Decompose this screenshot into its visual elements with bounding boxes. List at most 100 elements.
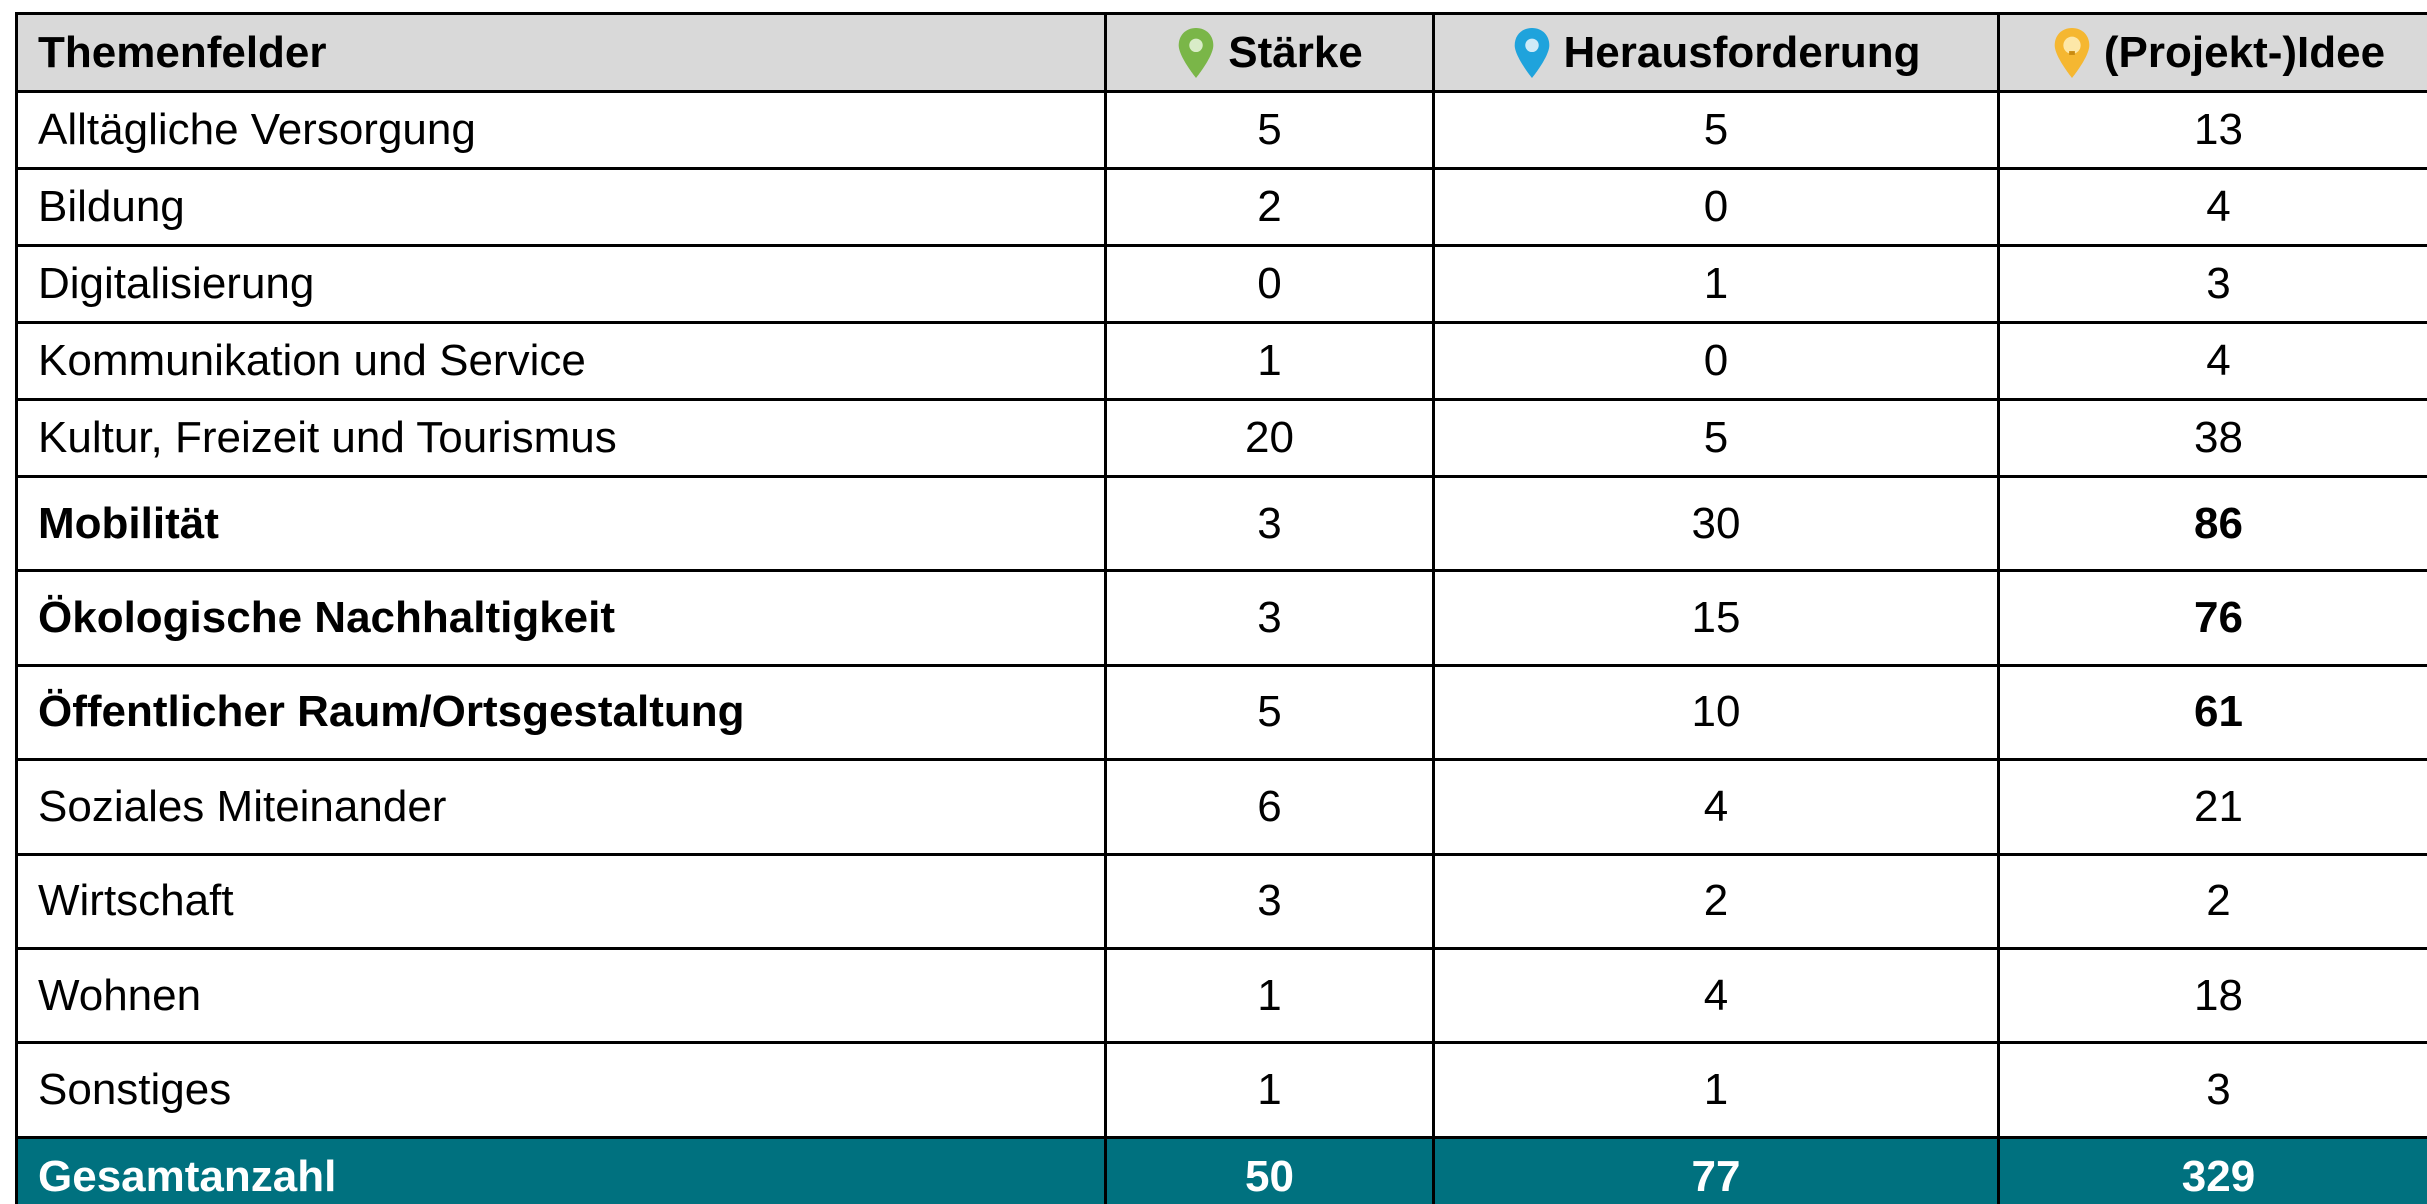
cell: 3 xyxy=(1997,1041,2427,1136)
table-row: Kultur, Freizeit und Tourismus 20 5 38 xyxy=(15,398,2427,475)
table-row: Digitalisierung 0 1 3 xyxy=(15,244,2427,321)
cell-text: Herausforderung xyxy=(1563,27,1921,77)
cell-text: 2 xyxy=(1257,182,1282,231)
cell: 2 xyxy=(1997,852,2427,947)
table-row: Soziales Miteinander 6 4 21 xyxy=(15,758,2427,853)
cell-text: 1 xyxy=(1703,1065,1729,1115)
cell-text: 3 xyxy=(1257,593,1282,643)
cell-text: Themenfelder xyxy=(38,27,327,77)
cell: 1 xyxy=(1432,1041,1997,1136)
table-row: Wirtschaft 3 2 2 xyxy=(15,852,2427,947)
cell-text: Kultur, Freizeit und Tourismus xyxy=(38,413,617,462)
cell: Öffentlicher Raum/Ortsgestaltung xyxy=(15,663,1104,759)
cell: 3 xyxy=(1104,852,1432,947)
cell: 18 xyxy=(1997,947,2427,1042)
cell: Herausforderung xyxy=(1432,12,1997,90)
cell-text: 0 xyxy=(1703,336,1729,385)
cell: Kultur, Freizeit und Tourismus xyxy=(15,398,1104,475)
cell-text: Soziales Miteinander xyxy=(38,781,447,831)
cell: 3 xyxy=(1997,244,2427,321)
cell-text: 0 xyxy=(1703,182,1729,231)
cell-text: 61 xyxy=(2194,687,2243,737)
cell: 38 xyxy=(1997,398,2427,475)
cell-text: 3 xyxy=(2206,1065,2231,1115)
cell: 20 xyxy=(1104,398,1432,475)
cell: 329 xyxy=(1997,1135,2427,1204)
cell-text: Bildung xyxy=(38,182,185,231)
cell-text: 13 xyxy=(2194,105,2243,154)
cell: 1 xyxy=(1104,947,1432,1042)
cell: Bildung xyxy=(15,167,1104,244)
cell-text: 0 xyxy=(1257,259,1282,308)
cell: 0 xyxy=(1432,167,1997,244)
cell: 10 xyxy=(1432,663,1997,759)
cell: 5 xyxy=(1432,90,1997,167)
cell-text: 30 xyxy=(1691,498,1741,548)
cell: 86 xyxy=(1997,475,2427,570)
cell-text: 2 xyxy=(2206,876,2231,926)
cell: Stärke xyxy=(1104,12,1432,90)
cell: Soziales Miteinander xyxy=(15,758,1104,853)
table-row: Alltägliche Versorgung 5 5 13 xyxy=(15,90,2427,167)
cell-text: 21 xyxy=(2194,781,2243,831)
cell-text: 1 xyxy=(1703,259,1729,308)
cell: 2 xyxy=(1104,167,1432,244)
cell-text: Alltägliche Versorgung xyxy=(38,105,476,154)
cell-text: Wohnen xyxy=(38,970,202,1020)
pin-blue xyxy=(1514,27,1549,78)
cell-text: Gesamtanzahl xyxy=(38,1152,337,1202)
cell-text: 38 xyxy=(2194,413,2243,462)
cell: Ökologische Nachhaltigkeit xyxy=(15,569,1104,664)
cell-text: Sonstiges xyxy=(38,1065,232,1115)
cell: 77 xyxy=(1432,1135,1997,1204)
cell: 6 xyxy=(1104,758,1432,853)
cell-text: 86 xyxy=(2194,498,2243,548)
cell-text: 5 xyxy=(1257,687,1282,737)
header-row: Themenfelder Stärke Herausforderung (Projek… xyxy=(15,12,2427,90)
cell-text: 77 xyxy=(1691,1152,1741,1202)
cell: 61 xyxy=(1997,663,2427,759)
cell: (Projekt-)Idee xyxy=(1997,12,2427,90)
cell: 5 xyxy=(1104,90,1432,167)
cell-text: Ökologische Nachhaltigkeit xyxy=(38,593,616,643)
table-row: Ökologische Nachhaltigkeit 3 15 76 xyxy=(15,569,2427,664)
cell: 4 xyxy=(1997,167,2427,244)
table-row: Kommunikation und Service 1 0 4 xyxy=(15,321,2427,398)
cell: 5 xyxy=(1104,663,1432,759)
cell-text: 5 xyxy=(1703,105,1729,154)
cell: 30 xyxy=(1432,475,1997,570)
table-row: Sonstiges 1 1 3 xyxy=(15,1041,2427,1136)
cell: Kommunikation und Service xyxy=(15,321,1104,398)
cell: Mobilität xyxy=(15,475,1104,570)
cell-text: 50 xyxy=(1245,1152,1294,1202)
cell: 3 xyxy=(1104,475,1432,570)
cell-text: 3 xyxy=(1257,498,1282,548)
cell: Sonstiges xyxy=(15,1041,1104,1136)
cell: 76 xyxy=(1997,569,2427,664)
cell: 1 xyxy=(1432,244,1997,321)
cell-text: 5 xyxy=(1257,105,1282,154)
cell-text: 3 xyxy=(2206,259,2231,308)
cell: 15 xyxy=(1432,569,1997,664)
cell-text: Mobilität xyxy=(38,498,219,548)
cell-text: 1 xyxy=(1257,336,1282,385)
table-row: Mobilität 3 30 86 xyxy=(15,475,2427,570)
cell-text: 10 xyxy=(1691,687,1741,737)
cell-text: 18 xyxy=(2194,970,2243,1020)
cell: 5 xyxy=(1432,398,1997,475)
cell-text: 3 xyxy=(1257,876,1282,926)
cell-text: 1 xyxy=(1257,970,1282,1020)
cell-text: 4 xyxy=(2206,182,2231,231)
cell: Alltägliche Versorgung xyxy=(15,90,1104,167)
cell: 50 xyxy=(1104,1135,1432,1204)
cell: 0 xyxy=(1104,244,1432,321)
cell: 0 xyxy=(1432,321,1997,398)
table-row: Wohnen 1 4 18 xyxy=(15,947,2427,1042)
cell-text: Kommunikation und Service xyxy=(38,336,586,385)
cell: 4 xyxy=(1432,758,1997,853)
cell-text: Stärke xyxy=(1228,27,1363,77)
cell-text: Öffentlicher Raum/Ortsgestaltung xyxy=(38,687,745,737)
cell-text: 6 xyxy=(1257,781,1282,831)
cell: 4 xyxy=(1432,947,1997,1042)
cell: 21 xyxy=(1997,758,2427,853)
